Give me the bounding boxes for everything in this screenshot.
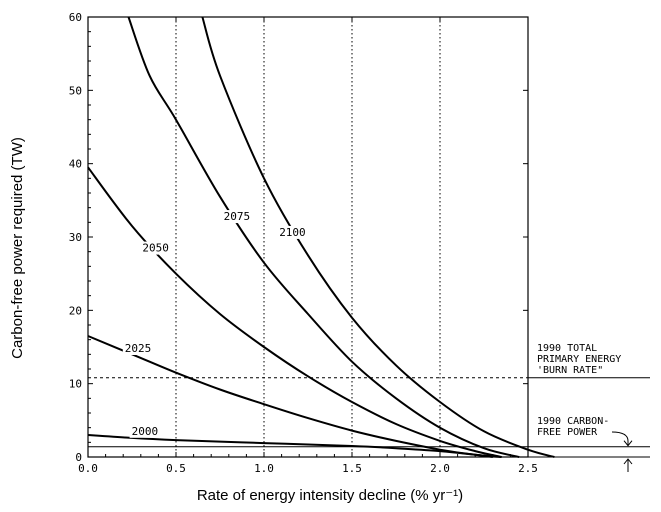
series-label-2025: 2025 — [125, 342, 152, 355]
burn-rate-label-line3: 'BURN RATE" — [537, 365, 603, 376]
series-label-bg — [129, 424, 162, 438]
y-tick-label: 30 — [69, 231, 82, 244]
x-tick-label: 2.5 — [518, 462, 538, 475]
carbon-free-arrowhead-bottom — [623, 458, 633, 465]
series-label-bg — [221, 210, 254, 224]
y-tick-label: 0 — [75, 451, 82, 464]
y-tick-label: 40 — [69, 158, 82, 171]
series-label-bg — [277, 225, 310, 239]
x-axis-title: Rate of energy intensity decline (% yr⁻¹… — [197, 487, 463, 504]
series-label-2075: 2075 — [224, 210, 251, 223]
carbon-free-arrowhead-top — [623, 440, 633, 447]
x-tick-label: 0.5 — [166, 462, 186, 475]
y-tick-label: 60 — [69, 11, 82, 24]
burn-rate-label-line1: 1990 TOTAL — [537, 343, 597, 354]
y-tick-label: 50 — [69, 84, 82, 97]
y-tick-label: 20 — [69, 304, 82, 317]
series-label-bg — [140, 241, 173, 255]
carbon-free-label-line2: FREE POWER — [537, 427, 598, 438]
series-line-2100 — [201, 16, 555, 458]
x-tick-label: 0.0 — [78, 462, 98, 475]
series-line-2025 — [87, 335, 502, 458]
y-axis-title: Carbon-free power required (TW) — [9, 137, 26, 359]
series-label-2100: 2100 — [279, 226, 306, 239]
carbon-free-arrow-top — [611, 431, 629, 445]
plot-layer: 0.0 0.5 1.0 1.5 2.0 2.5 0 10 20 30 40 50 60 2000 2025 2… — [69, 11, 650, 475]
x-tick-label: 1.5 — [342, 462, 362, 475]
series-label-bg — [122, 342, 155, 355]
x-tick-label: 1.0 — [254, 462, 274, 475]
y-tick-label: 10 — [69, 378, 82, 391]
series-label-2050: 2050 — [142, 242, 169, 255]
x-tick-label: 2.0 — [430, 462, 450, 475]
carbon-free-label-line1: 1990 CARBON- — [537, 416, 609, 427]
burn-rate-label-line2: PRIMARY ENERGY — [537, 354, 621, 365]
series-line-2075 — [127, 16, 520, 458]
series-label-2000: 2000 — [132, 425, 159, 438]
